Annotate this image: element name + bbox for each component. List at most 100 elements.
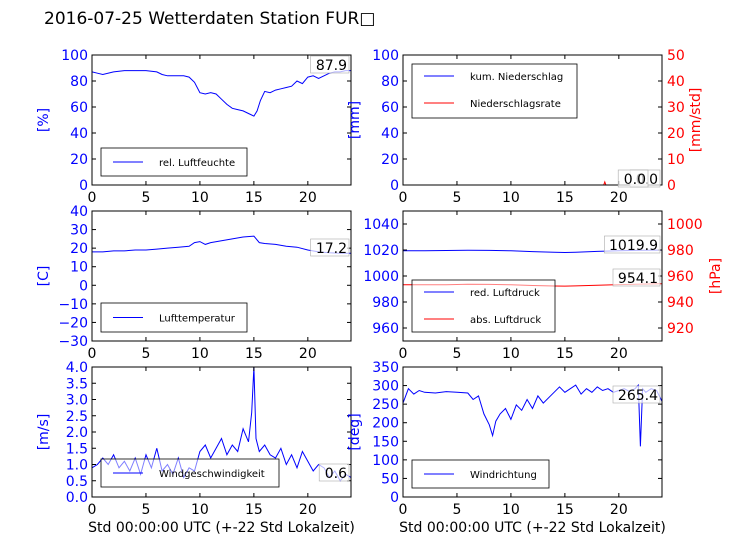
legend-box — [411, 279, 556, 333]
y-tick-label: 0.0 — [66, 490, 88, 506]
x-tick-label: 5 — [452, 502, 461, 518]
y-tick-label: 10 — [70, 260, 88, 276]
y-tick-label: 1040 — [363, 217, 399, 233]
y-right-axis-label: [mm/std] — [688, 88, 704, 153]
legend-label: kum. Niederschlag — [470, 72, 563, 83]
panel-windgeschwindigkeit: 0 5 10 15 20 0.00.51.01.52.02.53.03.54.0 [m/s]… — [36, 360, 355, 536]
value-label-box — [310, 238, 350, 257]
x-tick-label: 15 — [556, 502, 574, 518]
y-right-tick-label: 940 — [667, 295, 694, 311]
y-tick-label: 300 — [372, 379, 399, 395]
y-tick-label: 4.0 — [66, 360, 88, 376]
series-line-1 — [403, 180, 662, 185]
x-tick-label: 20 — [299, 502, 317, 518]
y-tick-label: 3.0 — [66, 393, 88, 409]
y-axis-label: [mm] — [347, 101, 363, 139]
y-tick-label: 60 — [70, 100, 88, 116]
axes-frame — [91, 210, 352, 342]
y-tick-label: 2.0 — [66, 425, 88, 441]
y-tick-label: 30 — [70, 223, 88, 239]
x-tick-label: 0 — [88, 190, 97, 206]
legend-box — [100, 302, 248, 333]
y-tick-label: 20 — [381, 152, 399, 168]
y-axis-label: [m/s] — [36, 414, 52, 451]
legend-label: red. Luftdruck — [470, 288, 540, 299]
x-tick-label: 5 — [141, 502, 150, 518]
x-tick-label: 20 — [610, 346, 628, 362]
y-tick-label: 40 — [70, 126, 88, 142]
y-tick-label: 2.5 — [66, 409, 88, 425]
y-right-tick-label: 980 — [667, 243, 694, 259]
y-tick-label: 0 — [390, 178, 399, 194]
value-label: 17.2 — [316, 241, 347, 257]
value-label-box — [617, 169, 649, 188]
y-axis-label: [deg] — [347, 413, 363, 450]
x-axis-label: Std 00:00:00 UTC (+-22 Std Lokalzeit) — [88, 520, 355, 536]
x-tick-label: 0 — [88, 502, 97, 518]
x-tick-label: 10 — [502, 346, 520, 362]
value-label-box — [612, 268, 661, 287]
y-tick-label: 0 — [79, 178, 88, 194]
y-tick-label: −10 — [58, 297, 88, 313]
y-tick-label: 1020 — [363, 243, 399, 259]
y-tick-label: 60 — [381, 100, 399, 116]
y-right-tick-label: 960 — [667, 269, 694, 285]
x-axis-label: Std 00:00:00 UTC (+-22 Std Lokalzeit) — [399, 520, 666, 536]
x-tick-label: 20 — [610, 502, 628, 518]
y-right-axis-label: [hPa] — [708, 258, 724, 294]
x-tick-label: 10 — [191, 346, 209, 362]
x-tick-label: 0 — [399, 190, 408, 206]
y-axis-label: [%] — [36, 108, 52, 132]
y-tick-label: 100 — [372, 453, 399, 469]
y-right-tick-label: 920 — [667, 321, 694, 337]
x-tick-label: 20 — [299, 190, 317, 206]
y-tick-label: 20 — [70, 152, 88, 168]
y-right-tick-label: 40 — [667, 74, 685, 90]
axes-frame — [402, 54, 663, 186]
y-right-tick-label: 1000 — [667, 217, 703, 233]
x-tick-label: 0 — [88, 346, 97, 362]
y-axis-label: [C] — [36, 266, 52, 287]
x-tick-label: 20 — [610, 190, 628, 206]
axes-frame — [91, 54, 352, 186]
value-label-box — [310, 55, 350, 74]
series-line-0 — [92, 235, 351, 254]
x-tick-label: 5 — [452, 190, 461, 206]
x-tick-label: 15 — [556, 346, 574, 362]
value-label: 87.9 — [316, 58, 347, 74]
y-tick-label: 350 — [372, 360, 399, 376]
value-label: 265.4 — [618, 388, 658, 404]
panel-luftfeuchte: 0 5 10 15 20 0 20 40 60 80 100 [%] rel. Luftfeuchte 8… — [36, 48, 352, 206]
y-tick-label: 1.5 — [66, 441, 88, 457]
y-tick-label: 50 — [381, 471, 399, 487]
value-label: 954.1 — [618, 271, 658, 287]
y-right-tick-label: 20 — [667, 126, 685, 142]
y-tick-label: 20 — [70, 241, 88, 257]
x-tick-label: 0 — [399, 502, 408, 518]
value-label: 0.6 — [325, 466, 347, 482]
y-tick-label: 960 — [372, 321, 399, 337]
value-label: 0.0 — [624, 172, 646, 188]
x-tick-label: 10 — [502, 502, 520, 518]
y-tick-label: 40 — [70, 204, 88, 220]
y-tick-label: 0 — [390, 490, 399, 506]
panel-lufttemperatur: 0 5 10 15 20 −30 −20 −10 0 10 20 30 40 [C] Lufttempera… — [36, 204, 352, 362]
y-tick-label: 80 — [381, 74, 399, 90]
y-right-tick-label: 50 — [667, 48, 685, 64]
value-label-box — [318, 463, 350, 482]
x-tick-label: 0 — [399, 346, 408, 362]
x-tick-label: 15 — [245, 502, 263, 518]
y-tick-label: 3.5 — [66, 376, 88, 392]
panel-luftdruck: 0 5 10 15 20 960 980 1000 1020 1040 920 940 960 980 10… — [363, 210, 724, 362]
x-tick-label: 10 — [502, 190, 520, 206]
y-tick-label: 100 — [372, 48, 399, 64]
x-tick-label: 10 — [191, 190, 209, 206]
y-tick-label: 150 — [372, 434, 399, 450]
y-tick-label: −20 — [58, 315, 88, 331]
x-tick-label: 10 — [191, 502, 209, 518]
y-tick-label: 1.0 — [66, 458, 88, 474]
axes-frame — [402, 366, 663, 498]
figure-title: 2016-07-25 Wetterdaten Station FUR□ — [44, 9, 376, 29]
x-tick-label: 5 — [452, 346, 461, 362]
